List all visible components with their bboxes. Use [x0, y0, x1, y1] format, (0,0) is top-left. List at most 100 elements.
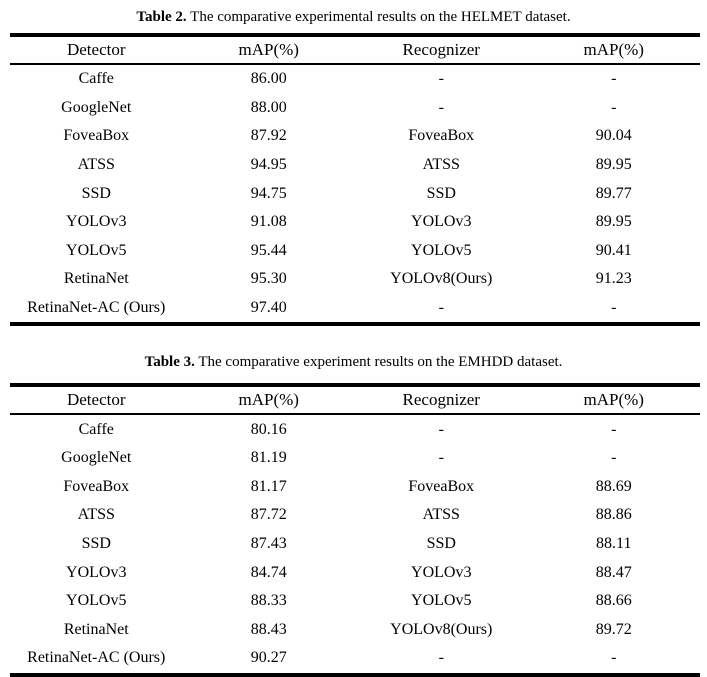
table-cell: ATSS	[422, 506, 460, 524]
table3-caption-text: The comparative experiment results on th…	[194, 354, 563, 371]
table-cell: 81.19	[250, 449, 287, 467]
table-cell: 90.04	[595, 127, 632, 145]
table-cell: 94.95	[250, 156, 287, 174]
table3-caption: Table 3. The comparative experiment resu…	[0, 353, 707, 371]
table-cell: YOLOv3	[411, 213, 472, 231]
table2-helmet-results: Detector mAP(%) Recognizer mAP(%) Caffe 86.0…	[10, 33, 700, 327]
table-cell: RetinaNet	[63, 620, 129, 638]
table-cell: -	[438, 420, 444, 438]
table-cell: ATSS	[77, 156, 115, 174]
table-cell: ATSS	[422, 156, 460, 174]
table-cell: 88.00	[250, 98, 287, 116]
column-header: mAP(%)	[238, 40, 299, 59]
table-cell: 88.33	[250, 592, 287, 610]
column-header: Detector	[66, 40, 126, 59]
table-cell: RetinaNet	[63, 270, 129, 288]
table-cell: 88.66	[595, 592, 632, 610]
table-cell: 89.72	[595, 620, 632, 638]
table-cell: -	[611, 420, 617, 438]
table-cell: 87.72	[250, 506, 287, 524]
table-cell: 84.74	[250, 563, 287, 581]
table-cell: 97.40	[250, 299, 287, 317]
table-row: RetinaNet 95.30 YOLOv8(Ours) 91.23	[10, 265, 700, 294]
table-cell: Caffe	[78, 70, 114, 88]
table-cell: RetinaNet-AC (Ours)	[27, 649, 166, 667]
table2-caption-text: The comparative experimental results on …	[186, 9, 571, 25]
table-row: RetinaNet-AC (Ours) 97.40 - -	[10, 294, 700, 325]
table-row: YOLOv5 95.44 YOLOv5 90.41	[10, 237, 700, 266]
table-cell: 89.77	[595, 184, 632, 202]
table-row: YOLOv3 84.74 YOLOv3 88.47	[10, 558, 700, 587]
table-cell: 80.16	[250, 420, 287, 438]
table-cell: -	[438, 70, 444, 88]
table-row: ATSS 94.95 ATSS 89.95	[10, 151, 700, 180]
column-header: mAP(%)	[583, 40, 644, 59]
table-cell: GoogleNet	[61, 98, 132, 116]
table-row: Caffe 80.16 - -	[10, 414, 700, 444]
table-cell: 89.95	[595, 213, 632, 231]
table3-caption-label: Table 3.	[144, 354, 195, 371]
table-cell: YOLOv3	[411, 563, 472, 581]
table-cell: 95.30	[250, 270, 287, 288]
table-cell: 88.11	[596, 535, 632, 553]
table3-body: Caffe 80.16 - - GoogleNet 81.19 - - FoveaBox 81.1…	[10, 414, 700, 674]
table-cell: 90.41	[595, 241, 632, 259]
table-cell: FoveaBox	[63, 127, 130, 145]
table-cell: YOLOv3	[66, 563, 127, 581]
table-cell: 87.43	[250, 535, 287, 553]
table3-header-row: Detector mAP(%) Recognizer mAP(%)	[10, 385, 700, 415]
table-cell: YOLOv5	[66, 592, 127, 610]
table-cell: RetinaNet-AC (Ours)	[27, 299, 166, 317]
table-cell: -	[611, 98, 617, 116]
table-cell: YOLOv8(Ours)	[390, 270, 493, 288]
table-row: Caffe 86.00 - -	[10, 64, 700, 94]
table-cell: Caffe	[78, 420, 114, 438]
table-cell: FoveaBox	[408, 127, 475, 145]
table-row: FoveaBox 87.92 FoveaBox 90.04	[10, 122, 700, 151]
table-row: GoogleNet 81.19 - -	[10, 444, 700, 473]
table-cell: SSD	[81, 184, 111, 202]
table-cell: 86.00	[250, 70, 287, 88]
column-header: Recognizer	[402, 390, 480, 410]
table-cell: 95.44	[250, 241, 287, 259]
table-cell: 81.17	[250, 477, 287, 495]
table-cell: YOLOv5	[66, 241, 127, 259]
table-cell: 89.95	[595, 156, 632, 174]
table-row: YOLOv5 88.33 YOLOv5 88.66	[10, 587, 700, 616]
table-cell: 88.86	[595, 506, 632, 524]
table-cell: -	[611, 70, 617, 88]
column-header: Detector	[66, 390, 126, 410]
table-row: YOLOv3 91.08 YOLOv3 89.95	[10, 208, 700, 237]
table2-header-row: Detector mAP(%) Recognizer mAP(%)	[10, 35, 700, 64]
table-row: SSD 87.43 SSD 88.11	[10, 530, 700, 559]
table2-caption: Table 2. The comparative experimental re…	[0, 8, 707, 26]
table-cell: 91.08	[250, 213, 287, 231]
table-cell: 88.43	[250, 620, 287, 638]
table-row: GoogleNet 88.00 - -	[10, 94, 700, 123]
table2-caption-label: Table 2.	[136, 9, 187, 25]
table-cell: ATSS	[77, 506, 115, 524]
table-cell: FoveaBox	[63, 477, 130, 495]
column-header: Recognizer	[402, 40, 480, 59]
table-cell: 94.75	[250, 184, 287, 202]
table-cell: YOLOv8(Ours)	[390, 620, 493, 638]
table-cell: SSD	[426, 184, 456, 202]
column-header: mAP(%)	[583, 390, 644, 410]
table2-body: Caffe 86.00 - - GoogleNet 88.00 - - FoveaBox 87.9…	[10, 64, 700, 324]
table-cell: -	[611, 449, 617, 467]
table-cell: YOLOv5	[411, 592, 472, 610]
table-cell: 88.47	[595, 563, 632, 581]
table3-emhdd-results: Detector mAP(%) Recognizer mAP(%) Caffe 80.1…	[10, 383, 700, 677]
table-cell: -	[438, 98, 444, 116]
table-row: SSD 94.75 SSD 89.77	[10, 179, 700, 208]
table-cell: GoogleNet	[61, 449, 132, 467]
table-cell: -	[611, 649, 617, 667]
table-cell: 91.23	[595, 270, 632, 288]
table-row: RetinaNet-AC (Ours) 90.27 - -	[10, 644, 700, 675]
table-row: ATSS 87.72 ATSS 88.86	[10, 501, 700, 530]
table-cell: FoveaBox	[408, 477, 475, 495]
table-cell: 87.92	[250, 127, 287, 145]
table-cell: SSD	[81, 535, 111, 553]
table-cell: 88.69	[595, 477, 632, 495]
